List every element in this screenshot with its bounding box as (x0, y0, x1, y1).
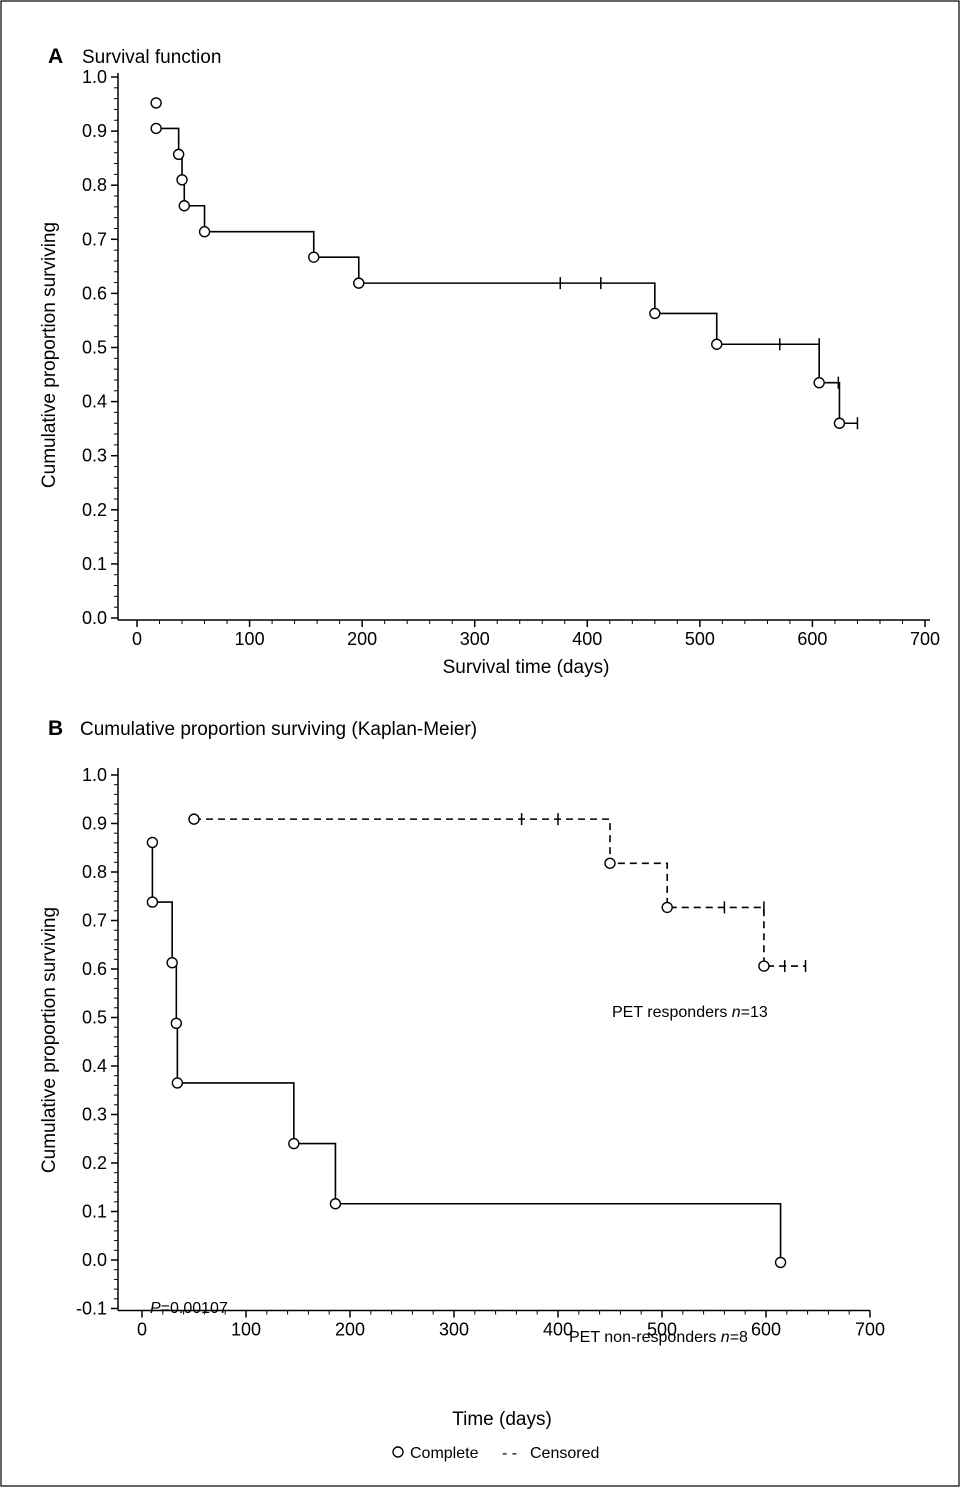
complete-event-marker (604, 857, 616, 869)
y-tick-label: 0.5 (82, 1008, 107, 1028)
y-tick-label: 0.7 (82, 229, 107, 249)
complete-event-marker (176, 174, 188, 186)
complete-event-marker (166, 956, 178, 969)
non-responders-label: PET non-responders n=8 (569, 1329, 748, 1346)
complete-event-marker (308, 251, 320, 263)
legend-complete-marker (392, 1446, 404, 1458)
panel-b-x-axis-label: Time (days) (452, 1409, 552, 1430)
complete-event-marker (198, 226, 211, 238)
y-tick-label: 0.2 (82, 1153, 107, 1173)
complete-event-marker (188, 813, 200, 825)
panel-a-x-axis-label: Survival time (days) (443, 657, 610, 678)
complete-event-marker (774, 1256, 787, 1269)
x-tick-label: 200 (335, 1320, 365, 1340)
panel-b-title: Cumulative proportion surviving (Kaplan-… (80, 719, 477, 740)
y-tick-label: 0.9 (82, 121, 107, 141)
x-tick-label: 600 (797, 629, 827, 649)
legend-complete-label: Complete (410, 1445, 479, 1462)
series-0-step-line (194, 818, 806, 967)
complete-event-marker (150, 97, 162, 109)
responders-label-n: n (732, 1004, 741, 1021)
y-tick-label: 0.1 (82, 1202, 107, 1222)
non-responders-label-count: =8 (730, 1329, 748, 1346)
y-tick-label: 0.2 (82, 500, 107, 520)
complete-event-marker (288, 1137, 300, 1150)
panel-a-axes: 0.0 0.1 0.2 0.3 0.4 0.5 0.6 0.7 0.8 0.9 1.0 0 100 200… (82, 67, 940, 649)
series-0-step-line (156, 127, 858, 425)
panel-b-letter: B (48, 717, 63, 740)
y-tick-label: 0.0 (82, 1250, 107, 1270)
y-tick-label: 0.5 (82, 338, 107, 358)
complete-event-marker (150, 122, 162, 135)
panel-a-curves (150, 97, 859, 430)
x-tick-label: 100 (231, 1320, 261, 1340)
complete-event-marker (649, 307, 661, 320)
series-1-step-line (151, 842, 782, 1263)
y-tick-label: 0.4 (82, 392, 107, 412)
complete-event-marker (178, 200, 190, 212)
panel-a-title: Survival function (82, 47, 221, 68)
responders-label: PET responders n=13 (612, 1004, 768, 1021)
x-tick-label: 500 (647, 1320, 677, 1340)
y-tick-label: 0.3 (82, 446, 107, 466)
complete-event-marker (329, 1198, 342, 1210)
complete-event-marker (146, 896, 159, 908)
complete-event-marker (353, 277, 365, 289)
non-responders-label-text: PET non-responders (569, 1329, 721, 1346)
complete-event-marker (813, 376, 825, 389)
panel-a-survival-function: A Survival function 0.00.10.20.30.40.50.… (39, 45, 940, 678)
y-tick-label: 0.0 (82, 608, 107, 628)
complete-event-marker (171, 1077, 184, 1089)
legend-censored-label: Censored (530, 1445, 599, 1462)
panel-a-y-axis-label: Cumulative proportion surviving (39, 222, 60, 488)
panel-b-axes: -0.1 0.0 0.1 0.2 0.3 0.4 0.5 0.6 0.7 0.8 0.9 1.0 0 10… (76, 765, 885, 1340)
x-tick-label: 0 (137, 1320, 147, 1340)
p-value-number: =0.00107 (161, 1300, 228, 1317)
p-value-symbol: P (150, 1300, 161, 1317)
y-tick-label: 0.9 (82, 814, 107, 834)
x-tick-label: 300 (460, 629, 490, 649)
complete-event-marker (711, 338, 723, 350)
legend-censored-marker: - - (502, 1445, 517, 1462)
responders-label-text: PET responders (612, 1004, 732, 1021)
responders-label-count: =13 (741, 1004, 768, 1021)
complete-event-marker (172, 148, 185, 161)
panel-b-y-axis-label: Cumulative proportion surviving (39, 907, 60, 1173)
panel-b-curves (146, 813, 807, 1269)
y-tick-label: 0.8 (82, 862, 107, 882)
complete-event-marker (661, 901, 673, 914)
complete-event-marker (170, 1017, 183, 1030)
y-tick-label: 0.6 (82, 283, 107, 303)
panel-b-kaplan-meier: B Cumulative proportion surviving (Kapla… (39, 717, 885, 1462)
y-tick-label: 1.0 (82, 67, 107, 87)
x-tick-label: 300 (439, 1320, 469, 1340)
x-tick-label: 400 (543, 1320, 573, 1340)
complete-event-marker (146, 836, 159, 849)
y-tick-label: 0.8 (82, 175, 107, 195)
complete-event-marker (833, 417, 846, 429)
x-tick-label: 500 (685, 629, 715, 649)
x-tick-label: 700 (855, 1320, 885, 1340)
panel-a-letter: A (48, 45, 63, 68)
y-tick-label: 1.0 (82, 765, 107, 785)
y-tick-label: 0.4 (82, 1056, 107, 1076)
p-value-annotation: P=0.00107 (150, 1300, 228, 1317)
x-tick-label: 700 (910, 629, 940, 649)
x-tick-label: 200 (347, 629, 377, 649)
y-tick-label: 0.6 (82, 959, 107, 979)
x-tick-label: 100 (235, 629, 265, 649)
y-tick-label: -0.1 (76, 1299, 107, 1319)
y-tick-label: 0.1 (82, 554, 107, 574)
x-tick-label: 0 (132, 629, 142, 649)
complete-event-marker (758, 960, 770, 972)
y-tick-label: 0.3 (82, 1105, 107, 1125)
x-tick-label: 400 (572, 629, 602, 649)
legend: Complete - - Censored (392, 1445, 599, 1462)
y-tick-label: 0.7 (82, 911, 107, 931)
x-tick-label: 600 (751, 1320, 781, 1340)
non-responders-label-n: n (721, 1329, 730, 1346)
